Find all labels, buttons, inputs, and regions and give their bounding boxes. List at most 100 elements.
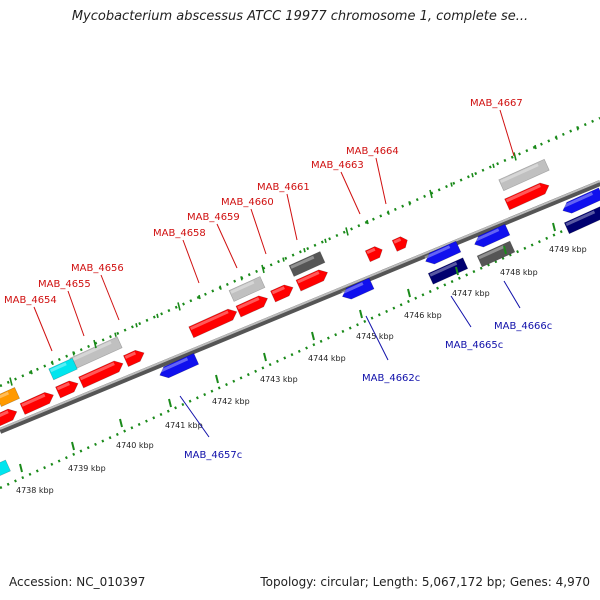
scale-tick bbox=[9, 377, 13, 386]
chromosome-backbone-highlight bbox=[0, 180, 600, 430]
gene-forward bbox=[188, 308, 238, 339]
feature-layer bbox=[0, 158, 600, 481]
forward-label-leader bbox=[67, 290, 85, 337]
feature-darkgray-1 bbox=[288, 251, 326, 277]
scale-tick-major bbox=[503, 245, 507, 255]
scale-tick bbox=[429, 189, 433, 199]
scale-label: 4747 kbp bbox=[452, 289, 490, 298]
forward-gene-label: MAB_4654 bbox=[4, 295, 57, 306]
gene-forward bbox=[295, 269, 329, 292]
map-title: Mycobacterium abscessus ATCC 19977 chrom… bbox=[71, 9, 529, 24]
reverse-gene-label: MAB_4657c bbox=[184, 450, 242, 461]
gene-forward bbox=[391, 236, 408, 252]
scale-label: 4744 kbp bbox=[308, 354, 346, 363]
scale-label: 4741 kbp bbox=[165, 421, 203, 430]
gene-forward bbox=[270, 284, 294, 303]
gene-forward bbox=[123, 349, 145, 367]
scale-label: 4740 kbp bbox=[116, 441, 154, 450]
genome-summary-text: Topology: circular; Length: 5,067,172 bp… bbox=[260, 575, 590, 589]
forward-label-leader bbox=[33, 306, 53, 352]
scale-tick bbox=[72, 351, 75, 356]
scale-tick bbox=[534, 144, 537, 150]
scale-tick bbox=[492, 163, 495, 168]
forward-label-leader bbox=[250, 208, 267, 255]
scale-tick bbox=[282, 257, 285, 262]
scale-tick bbox=[114, 332, 117, 337]
scale-tick bbox=[198, 294, 201, 300]
scale-tick bbox=[576, 126, 579, 131]
forward-gene-label: MAB_4664 bbox=[346, 146, 399, 157]
gene-forward bbox=[19, 392, 54, 415]
gene-reverse bbox=[561, 187, 600, 214]
scale-tick bbox=[303, 248, 306, 253]
reverse-gene-label: MAB_4665c bbox=[445, 340, 503, 351]
feature-orange-1 bbox=[0, 387, 20, 407]
gene-reverse bbox=[341, 277, 375, 300]
chromosome-backbone bbox=[0, 180, 600, 434]
gene-reverse bbox=[424, 240, 462, 265]
scale-tick-major bbox=[407, 288, 411, 298]
scale-tick bbox=[471, 172, 474, 178]
scale-tick bbox=[387, 210, 390, 215]
forward-label-leader bbox=[340, 171, 361, 215]
scale-tick bbox=[261, 264, 265, 274]
forward-gene-label: MAB_4658 bbox=[153, 228, 206, 239]
gene-forward bbox=[364, 246, 383, 263]
reverse-gene-label: MAB_4662c bbox=[362, 373, 420, 384]
reverse-label-leader bbox=[365, 315, 389, 361]
forward-label-leader bbox=[375, 157, 387, 205]
forward-gene-label: MAB_4661 bbox=[257, 182, 310, 193]
scale-tick-major bbox=[71, 441, 75, 451]
feature-gray-3 bbox=[498, 158, 550, 192]
scale-tick-major bbox=[263, 352, 267, 362]
reverse-label-leader bbox=[450, 295, 472, 328]
feature-navy-1 bbox=[427, 257, 469, 285]
scale-tick bbox=[555, 135, 558, 140]
forward-label-leader bbox=[286, 193, 298, 241]
scale-tick bbox=[30, 369, 33, 375]
feature-gray-2 bbox=[228, 276, 266, 302]
reverse-label-leader bbox=[503, 280, 521, 309]
scale-tick bbox=[135, 323, 138, 328]
scale-tick bbox=[513, 152, 517, 161]
scale-tick bbox=[345, 227, 349, 236]
scale-tick-major bbox=[359, 309, 363, 319]
scale-label: 4749 kbp bbox=[549, 245, 587, 254]
forward-gene-label: MAB_4656 bbox=[71, 263, 124, 274]
gene-forward bbox=[0, 408, 18, 429]
forward-gene-label: MAB_4655 bbox=[38, 279, 91, 290]
scale-tick-major bbox=[311, 331, 315, 341]
gene-forward bbox=[235, 295, 269, 318]
feature-cyan-1 bbox=[48, 357, 78, 381]
forward-label-leader bbox=[100, 274, 120, 321]
feature-darkgray-2 bbox=[476, 240, 516, 268]
scale-tick bbox=[240, 276, 243, 281]
scale-tick-major bbox=[215, 374, 219, 384]
outer-tick-track bbox=[0, 116, 600, 388]
feature-navy-2 bbox=[563, 205, 600, 235]
scale-tick bbox=[156, 313, 159, 319]
scale-label: 4743 kbp bbox=[260, 375, 298, 384]
gene-reverse bbox=[158, 352, 200, 379]
scale-tick-major bbox=[455, 266, 459, 276]
scale-tick bbox=[177, 302, 181, 311]
scale-tick bbox=[51, 360, 54, 365]
scale-tick-major bbox=[119, 418, 123, 428]
forward-label-leader bbox=[499, 109, 515, 157]
feature-cyan-2 bbox=[0, 459, 11, 481]
scale-tick-major bbox=[552, 222, 556, 232]
scale-label: 4738 kbp bbox=[16, 486, 54, 495]
forward-gene-label: MAB_4663 bbox=[311, 160, 364, 171]
scale-ticks: 4738 kbp 4739 kbp 4740 kbp 4741 kbp 4742 kbp… bbox=[9, 126, 587, 495]
forward-label-leader bbox=[182, 239, 200, 284]
reverse-gene-label: MAB_4666c bbox=[494, 321, 552, 332]
gene-forward bbox=[504, 182, 550, 211]
forward-gene-label: MAB_4660 bbox=[221, 197, 274, 208]
scale-label: 4748 kbp bbox=[500, 268, 538, 277]
scale-tick-major bbox=[168, 398, 172, 408]
accession-text: Accession: NC_010397 bbox=[9, 575, 146, 589]
scale-label: 4746 kbp bbox=[404, 311, 442, 320]
inner-tick-track bbox=[0, 212, 600, 490]
gene-forward bbox=[55, 380, 79, 399]
